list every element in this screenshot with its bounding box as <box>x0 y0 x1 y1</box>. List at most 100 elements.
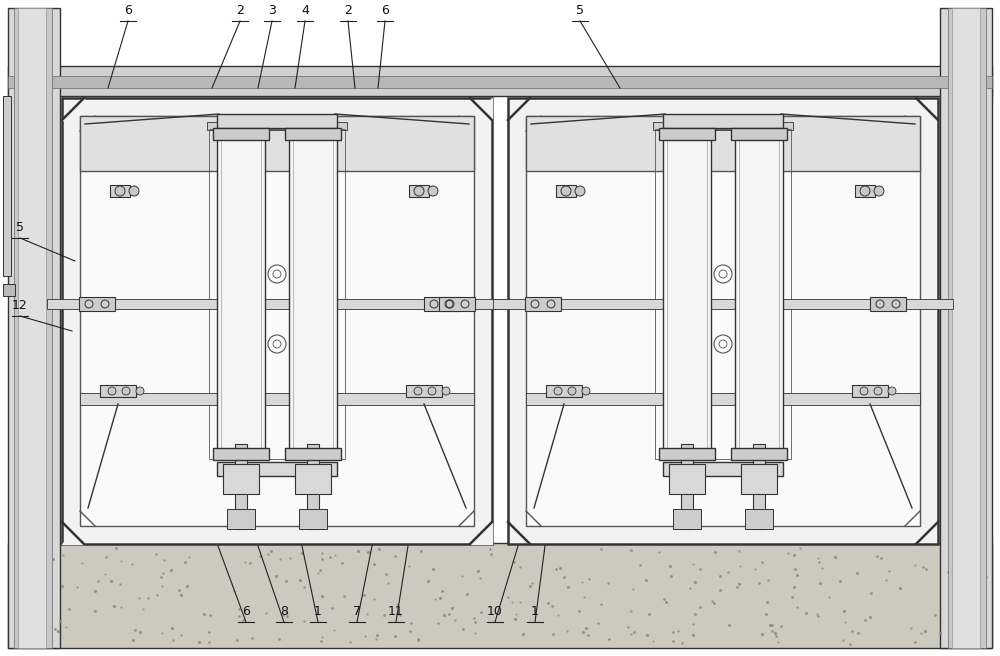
Text: 11: 11 <box>388 605 404 618</box>
Bar <box>948 8 986 648</box>
Bar <box>741 464 777 494</box>
Polygon shape <box>62 522 84 544</box>
Bar <box>100 385 136 397</box>
Bar <box>526 116 920 171</box>
Bar <box>79 297 115 311</box>
Text: 6: 6 <box>124 4 132 17</box>
Bar <box>663 462 783 476</box>
Circle shape <box>568 387 576 395</box>
Bar <box>855 185 875 197</box>
Bar <box>217 114 337 128</box>
Bar <box>669 464 705 494</box>
Bar <box>295 464 331 494</box>
Circle shape <box>129 186 139 196</box>
Text: 2: 2 <box>344 4 352 17</box>
Polygon shape <box>470 522 492 544</box>
Text: 6: 6 <box>381 4 389 17</box>
Bar <box>213 128 269 140</box>
Bar <box>735 134 783 454</box>
Polygon shape <box>470 98 492 120</box>
Circle shape <box>888 387 896 395</box>
Bar <box>508 98 938 544</box>
Circle shape <box>414 387 422 395</box>
Bar <box>526 393 920 405</box>
Bar <box>213 448 269 460</box>
Circle shape <box>874 186 884 196</box>
Bar <box>221 138 261 450</box>
Bar <box>235 444 247 529</box>
Bar <box>681 444 693 529</box>
Circle shape <box>860 186 870 196</box>
Bar <box>667 138 707 450</box>
Bar <box>80 116 474 526</box>
Bar <box>223 464 259 494</box>
Bar <box>424 297 460 311</box>
Bar <box>80 393 474 405</box>
Bar <box>18 8 46 648</box>
Circle shape <box>575 186 585 196</box>
Text: 1: 1 <box>531 605 539 618</box>
Bar <box>952 8 980 648</box>
Text: 2: 2 <box>236 4 244 17</box>
Bar <box>217 134 265 454</box>
Bar <box>525 297 561 311</box>
Bar <box>655 129 791 459</box>
Bar <box>546 385 582 397</box>
Bar <box>731 448 787 460</box>
Circle shape <box>136 387 144 395</box>
Text: 1: 1 <box>314 605 322 618</box>
Bar <box>663 134 711 454</box>
Bar <box>870 297 906 311</box>
Polygon shape <box>62 98 84 120</box>
Bar <box>852 385 888 397</box>
Circle shape <box>108 387 116 395</box>
Circle shape <box>115 186 125 196</box>
Text: 8: 8 <box>280 605 288 618</box>
Bar <box>285 128 341 140</box>
Text: 10: 10 <box>487 605 503 618</box>
Bar <box>62 98 492 544</box>
Bar <box>8 76 992 88</box>
Bar <box>8 8 60 648</box>
Text: 7: 7 <box>353 605 361 618</box>
Circle shape <box>561 186 571 196</box>
Bar <box>653 122 793 130</box>
Text: 12: 12 <box>12 299 28 312</box>
Circle shape <box>874 387 882 395</box>
Text: 4: 4 <box>301 4 309 17</box>
Bar <box>285 448 341 460</box>
Bar <box>731 128 787 140</box>
Bar <box>940 8 992 648</box>
Bar <box>663 114 783 128</box>
Bar <box>217 462 337 476</box>
Bar <box>14 8 52 648</box>
Bar <box>80 116 474 171</box>
Bar <box>289 134 337 454</box>
Bar <box>209 129 345 459</box>
Bar <box>745 509 773 529</box>
Circle shape <box>554 387 562 395</box>
Bar <box>207 122 347 130</box>
Text: 6: 6 <box>242 605 250 618</box>
Bar <box>409 185 429 197</box>
Text: 5: 5 <box>576 4 584 17</box>
Bar <box>493 299 953 309</box>
Text: 3: 3 <box>268 4 276 17</box>
Bar <box>8 543 992 648</box>
Circle shape <box>582 387 590 395</box>
Bar <box>556 185 576 197</box>
Text: 5: 5 <box>16 221 24 234</box>
Bar <box>3 96 11 276</box>
Bar <box>673 509 701 529</box>
Bar <box>439 297 475 311</box>
Circle shape <box>122 387 130 395</box>
Bar <box>659 448 715 460</box>
Circle shape <box>414 186 424 196</box>
Bar <box>307 444 319 529</box>
Bar <box>753 444 765 529</box>
Bar <box>526 116 920 526</box>
Bar <box>406 385 442 397</box>
Bar <box>3 284 15 296</box>
Bar <box>110 185 130 197</box>
Bar <box>739 138 779 450</box>
